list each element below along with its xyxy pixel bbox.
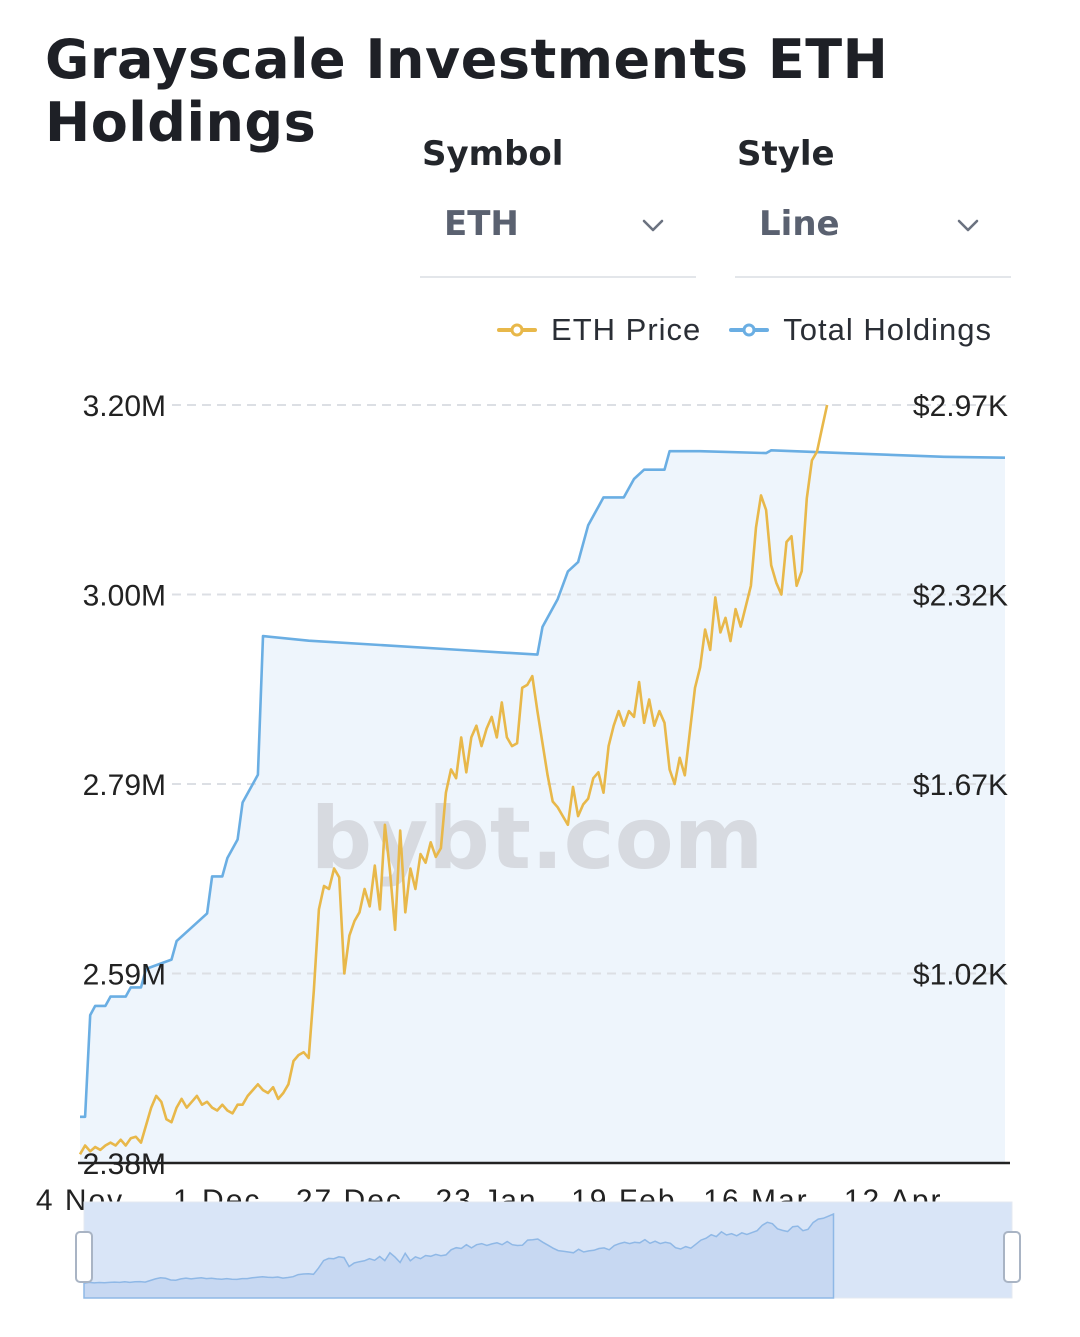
symbol-label: Symbol	[422, 134, 564, 174]
legend-label: Total Holdings	[783, 312, 992, 347]
total-holdings-line	[80, 448, 1006, 1119]
range-navigator[interactable]	[75, 1201, 1021, 1299]
y-left-tick-label: 3.00M	[83, 580, 166, 613]
y-right-tick-label: $1.02K	[913, 959, 1008, 992]
y-right-tick-label: $2.97K	[913, 390, 1008, 423]
legend-item-eth-price[interactable]: ETH Price	[497, 312, 701, 348]
y-right-tick-label: $2.32K	[913, 580, 1008, 613]
watermark: bybt.com	[311, 789, 764, 889]
legend-item-total-holdings[interactable]: Total Holdings	[729, 312, 992, 348]
y-left-tick-label: 3.20M	[83, 390, 166, 423]
symbol-value: ETH	[444, 204, 519, 244]
holdings-area	[80, 450, 1005, 1163]
symbol-control: Symbol ETH	[420, 134, 696, 278]
page-title: Grayscale Investments ETH Holdings	[45, 28, 889, 154]
y-left-tick-label: 2.79M	[83, 769, 166, 802]
chart-legend: ETH Price Total Holdings	[497, 312, 992, 348]
style-value: Line	[759, 204, 840, 244]
y-left-tick-label: 2.59M	[83, 959, 166, 992]
navigator-preview	[83, 1212, 835, 1299]
navigator-handle-left[interactable]	[75, 1231, 93, 1283]
symbol-select[interactable]: ETH	[420, 196, 696, 256]
chevron-down-icon	[957, 219, 979, 232]
eth-price-line	[78, 404, 829, 1155]
style-select[interactable]: Line	[735, 196, 1011, 256]
legend-marker-icon	[497, 323, 538, 337]
style-control: Style Line	[735, 134, 1011, 278]
legend-label: ETH Price	[551, 312, 702, 347]
navigator-handle-right[interactable]	[1003, 1231, 1021, 1283]
style-label: Style	[737, 134, 835, 174]
y-right-tick-label: $1.67K	[913, 769, 1008, 802]
y-left-tick-label: 2.38M	[83, 1148, 166, 1181]
chevron-down-icon	[642, 219, 664, 232]
legend-marker-icon	[729, 323, 770, 337]
